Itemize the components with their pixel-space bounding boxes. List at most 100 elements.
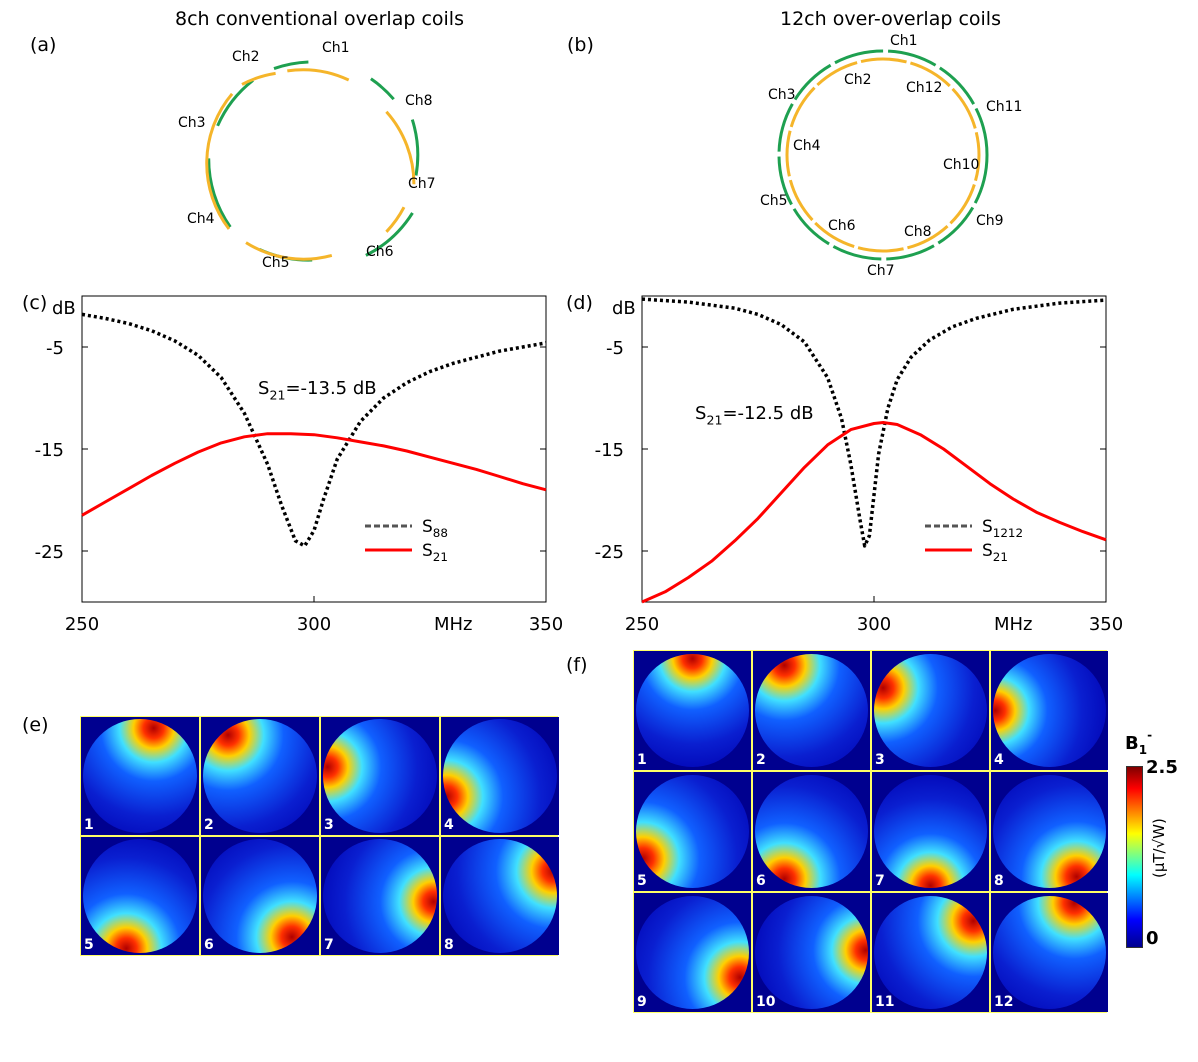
- channel-label: Ch1: [322, 40, 350, 56]
- b1-map-tile: 2: [201, 717, 319, 835]
- panel-a-title: 8ch conventional overlap coils: [175, 8, 464, 30]
- coil-diagram-8ch: Ch1 Ch2 Ch3 Ch4 Ch5 Ch6 Ch7 Ch8: [178, 40, 436, 271]
- channel-label: Ch7: [867, 263, 895, 279]
- coil-diagram-12ch: Ch1 Ch3 Ch4 Ch5 Ch6 Ch7 Ch8 Ch9 Ch10 Ch1…: [760, 33, 1022, 279]
- coil-arc: [207, 158, 232, 228]
- coil-arc: [365, 212, 414, 257]
- plot-frame: [641, 295, 1107, 603]
- annotation-label: S21=-12.5 dB: [695, 403, 814, 427]
- annotation-label: S21=-13.5 dB: [258, 378, 377, 402]
- coil-arc: [287, 68, 350, 82]
- coil-arc: [370, 77, 395, 101]
- legend-label: S21: [422, 541, 448, 564]
- x-tick-label: 300: [857, 614, 891, 635]
- coil-arc: [245, 241, 333, 261]
- x-tick-label: 350: [529, 614, 563, 635]
- colorbar-max: 2.5: [1146, 757, 1178, 778]
- b1-map-tile: 1: [81, 717, 199, 835]
- y-tick-label: -25: [595, 542, 624, 563]
- colorbar-min: 0: [1146, 928, 1159, 949]
- channel-label: Ch11: [986, 99, 1022, 115]
- b1-map-grid-12ch: 1 2 3 4 5 6 7 8 9 10 11 12: [633, 650, 1108, 1013]
- b1-map-tile: 8: [991, 772, 1108, 891]
- b1-map-tile: 3: [872, 651, 989, 770]
- coil-arc: [216, 79, 254, 127]
- b1-map-tile: 2: [753, 651, 870, 770]
- b1-map-tile: 8: [441, 837, 559, 955]
- b1-map-tile: 7: [321, 837, 439, 955]
- channel-label: Ch10: [943, 157, 979, 173]
- x-tick-label: 350: [1089, 614, 1123, 635]
- b1-map-tile: 6: [753, 772, 870, 891]
- b1-map-tile: 10: [753, 893, 870, 1012]
- b1-map-tile: 4: [991, 651, 1108, 770]
- panel-e-label: (e): [22, 714, 49, 736]
- panel-c-label: (c): [22, 292, 48, 314]
- channel-label: Ch12: [906, 80, 942, 96]
- x-tick-label: 300: [297, 614, 331, 635]
- b1-map-tile: 3: [321, 717, 439, 835]
- series-line-s1212: [641, 297, 1107, 548]
- channel-label: Ch4: [187, 211, 215, 227]
- b1-map-grid-8ch: 1 2 3 4 5 6 7 8: [80, 716, 559, 956]
- colorbar-title: B1-: [1125, 728, 1153, 757]
- coil-arc: [385, 206, 406, 233]
- channel-label: Ch8: [904, 224, 932, 240]
- b1-map-tile: 5: [81, 837, 199, 955]
- legend-label: S21: [982, 541, 1008, 564]
- channel-label: Ch2: [232, 49, 260, 65]
- channel-label: Ch2: [844, 72, 872, 88]
- channel-label: Ch5: [760, 193, 788, 209]
- channel-label: Ch4: [793, 138, 821, 154]
- x-tick-label: 250: [65, 614, 99, 635]
- colorbar-unit: (μT/√W): [1150, 818, 1168, 878]
- x-tick-label: 250: [625, 614, 659, 635]
- coil-arc: [410, 119, 420, 176]
- colorbar: [1126, 766, 1143, 948]
- x-axis-label: MHz: [994, 614, 1033, 635]
- y-tick-label: -15: [35, 440, 64, 461]
- coil-arc: [241, 71, 276, 86]
- coil-ring-inner: [785, 57, 981, 253]
- coil-ring-outer: [777, 49, 989, 261]
- panel-b-label: (b): [567, 34, 594, 56]
- channel-label: Ch5: [262, 255, 290, 271]
- coil-arc: [273, 60, 309, 71]
- y-axis-label: dB: [52, 298, 76, 319]
- b1-map-tile: 6: [201, 837, 319, 955]
- plot-frame: [81, 295, 547, 603]
- y-tick-label: -5: [606, 338, 624, 359]
- y-tick-label: -25: [35, 542, 64, 563]
- b1-map-tile: 4: [441, 717, 559, 835]
- channel-label: Ch6: [366, 244, 394, 260]
- panel-f-label: (f): [566, 654, 588, 676]
- b1-map-tile: 9: [634, 893, 751, 1012]
- coil-arc: [385, 110, 416, 185]
- legend-label: S1212: [982, 517, 1023, 540]
- y-axis-label: dB: [612, 298, 636, 319]
- channel-label: Ch6: [828, 218, 856, 234]
- chart-d: -5 -15 -25 250 300 350 dB MHz S21=-12.5 dB S1212S…: [595, 295, 1123, 635]
- channel-label: Ch7: [408, 176, 436, 192]
- channel-label: Ch1: [890, 33, 918, 49]
- series-line-s21: [641, 421, 1107, 604]
- b1-map-tile: 1: [634, 651, 751, 770]
- y-tick-label: -5: [46, 338, 64, 359]
- y-tick-label: -15: [595, 440, 624, 461]
- b1-map-tile: 11: [872, 893, 989, 1012]
- panel-d-label: (d): [566, 292, 593, 314]
- b1-map-tile: 12: [991, 893, 1108, 1012]
- series-line-s88: [81, 312, 547, 548]
- x-axis-label: MHz: [434, 614, 473, 635]
- b1-map-tile: 7: [872, 772, 989, 891]
- channel-label: Ch3: [768, 87, 796, 103]
- series-line-s21: [81, 432, 547, 517]
- channel-label: Ch8: [405, 93, 433, 109]
- b1-map-tile: 5: [634, 772, 751, 891]
- coil-arc: [205, 92, 234, 230]
- panel-a-label: (a): [30, 34, 57, 56]
- legend-label: S88: [422, 517, 448, 540]
- channel-label: Ch9: [976, 213, 1004, 229]
- channel-label: Ch3: [178, 115, 206, 131]
